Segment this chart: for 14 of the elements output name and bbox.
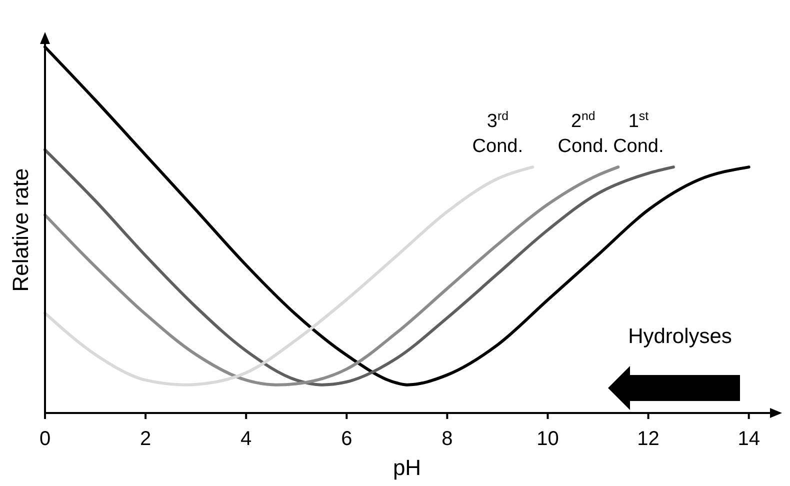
x-axis-title: pH [392,455,422,480]
x-tick-label: 12 [637,428,660,450]
series-label: 1$^{st}$ Cond. [613,109,664,158]
series-label: 3$^{rd}$ Cond. [472,109,524,158]
x-tick-label: 0 [39,428,51,450]
x-tick-label: 14 [738,428,760,450]
annotation: Hydrolyses [628,325,732,348]
x-tick-label: 4 [240,428,252,450]
x-tick-label: 6 [341,428,352,450]
y-axis-title: Relative rate [8,168,33,292]
x-tick-label: 2 [140,428,152,450]
series-label: 2$^{nd}$ Cond. [558,109,608,158]
x-tick-label: 8 [442,428,453,450]
x-tick-label: 10 [536,428,559,450]
